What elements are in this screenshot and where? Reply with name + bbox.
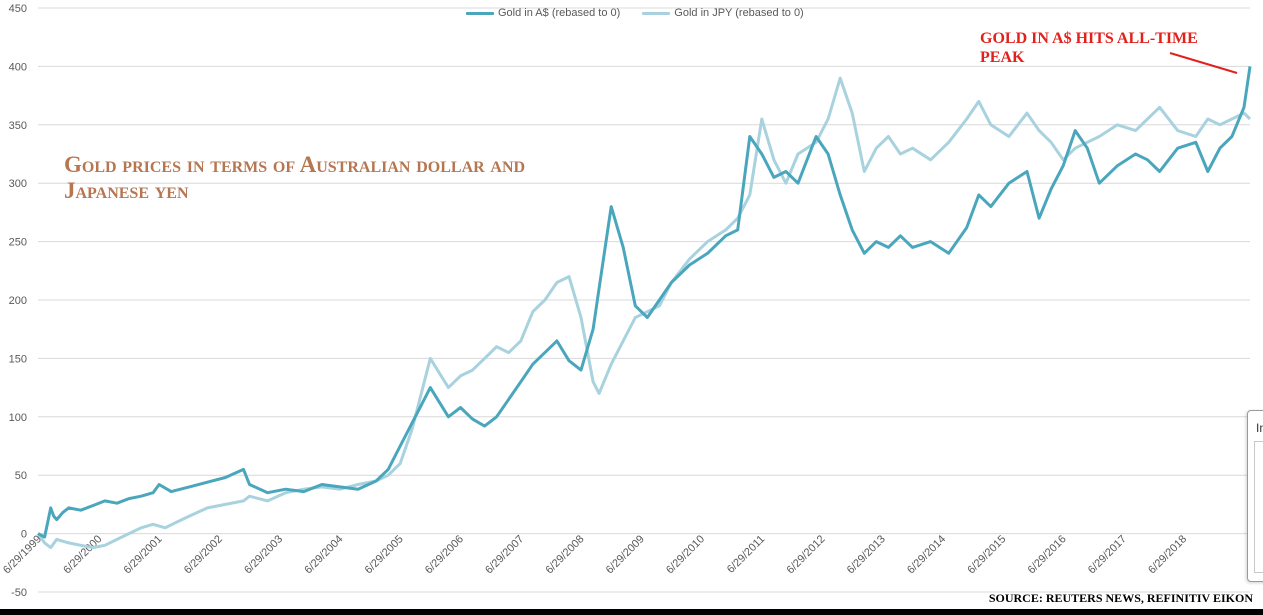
legend-label-aud: Gold in A$ (rebased to 0) bbox=[498, 7, 621, 19]
y-axis-ticks: -50 0 50 100 150 200 250 300 350 400 450 bbox=[9, 3, 27, 599]
legend: Gold in A$ (rebased to 0) Gold in JPY (r… bbox=[466, 4, 804, 22]
y-tick-label: 450 bbox=[9, 3, 27, 15]
y-tick-label: 350 bbox=[9, 120, 27, 132]
legend-item-aud[interactable]: Gold in A$ (rebased to 0) bbox=[466, 7, 620, 19]
legend-label-jpy: Gold in JPY (rebased to 0) bbox=[674, 7, 804, 19]
y-tick-label: 100 bbox=[9, 412, 27, 424]
y-tick-label: 250 bbox=[9, 237, 27, 249]
legend-swatch-aud bbox=[466, 11, 494, 15]
x-tick-label: 6/29/2007 bbox=[483, 533, 526, 576]
x-tick-label: 6/29/2012 bbox=[785, 533, 828, 576]
side-panel-label: In bbox=[1256, 421, 1263, 435]
x-axis-ticks: 6/29/1999 6/29/2000 6/29/2001 6/29/2002 6/29… bbox=[1, 533, 1189, 576]
y-tick-label: 150 bbox=[9, 353, 27, 365]
x-tick-label: 6/29/2015 bbox=[965, 533, 1008, 576]
y-tick-label: 400 bbox=[9, 61, 27, 73]
x-tick-label: 6/29/2005 bbox=[363, 533, 406, 576]
side-panel-box[interactable] bbox=[1254, 441, 1263, 573]
series-lines bbox=[36, 66, 1252, 550]
x-tick-label: 6/29/2010 bbox=[664, 533, 707, 576]
x-tick-label: 6/29/2006 bbox=[423, 533, 466, 576]
x-tick-label: 6/29/2009 bbox=[604, 533, 647, 576]
x-tick-label: 6/29/2014 bbox=[905, 533, 948, 576]
chart-title: Gold prices in terms of Australian dolla… bbox=[64, 152, 526, 203]
x-tick-label: 6/29/2018 bbox=[1146, 533, 1189, 576]
bottom-bar bbox=[0, 609, 1263, 615]
side-panel[interactable]: In bbox=[1247, 410, 1263, 582]
y-tick-label: 200 bbox=[9, 295, 27, 307]
legend-item-jpy[interactable]: Gold in JPY (rebased to 0) bbox=[642, 7, 804, 19]
y-tick-label: -50 bbox=[11, 587, 27, 599]
x-tick-label: 6/29/2001 bbox=[122, 533, 165, 576]
x-tick-label: 6/29/2003 bbox=[242, 533, 285, 576]
x-tick-label: 6/29/2017 bbox=[1086, 533, 1129, 576]
x-tick-label: 6/29/2016 bbox=[1026, 533, 1069, 576]
annotation-arrow bbox=[1169, 52, 1238, 74]
series-line-jpy[interactable] bbox=[36, 76, 1252, 550]
series-line-aud[interactable] bbox=[37, 66, 1252, 539]
gridlines bbox=[38, 7, 1250, 593]
y-tick-label: 300 bbox=[9, 178, 27, 190]
x-tick-label: 6/29/2004 bbox=[302, 533, 345, 576]
annotation-text: GOLD IN A$ HITS ALL-TIME PEAK bbox=[980, 30, 1198, 66]
x-tick-label: 6/29/2011 bbox=[725, 533, 768, 576]
x-tick-label: 6/29/2008 bbox=[543, 533, 586, 576]
x-tick-label: 6/29/2000 bbox=[61, 533, 104, 576]
x-tick-label: 6/29/2002 bbox=[182, 533, 225, 576]
source-note: SOURCE: REUTERS NEWS, REFINITIV EIKON bbox=[988, 591, 1253, 605]
y-tick-label: 0 bbox=[21, 529, 27, 541]
legend-swatch-jpy bbox=[642, 11, 671, 15]
y-tick-label: 50 bbox=[15, 470, 27, 482]
x-tick-label: 6/29/2013 bbox=[845, 533, 888, 576]
